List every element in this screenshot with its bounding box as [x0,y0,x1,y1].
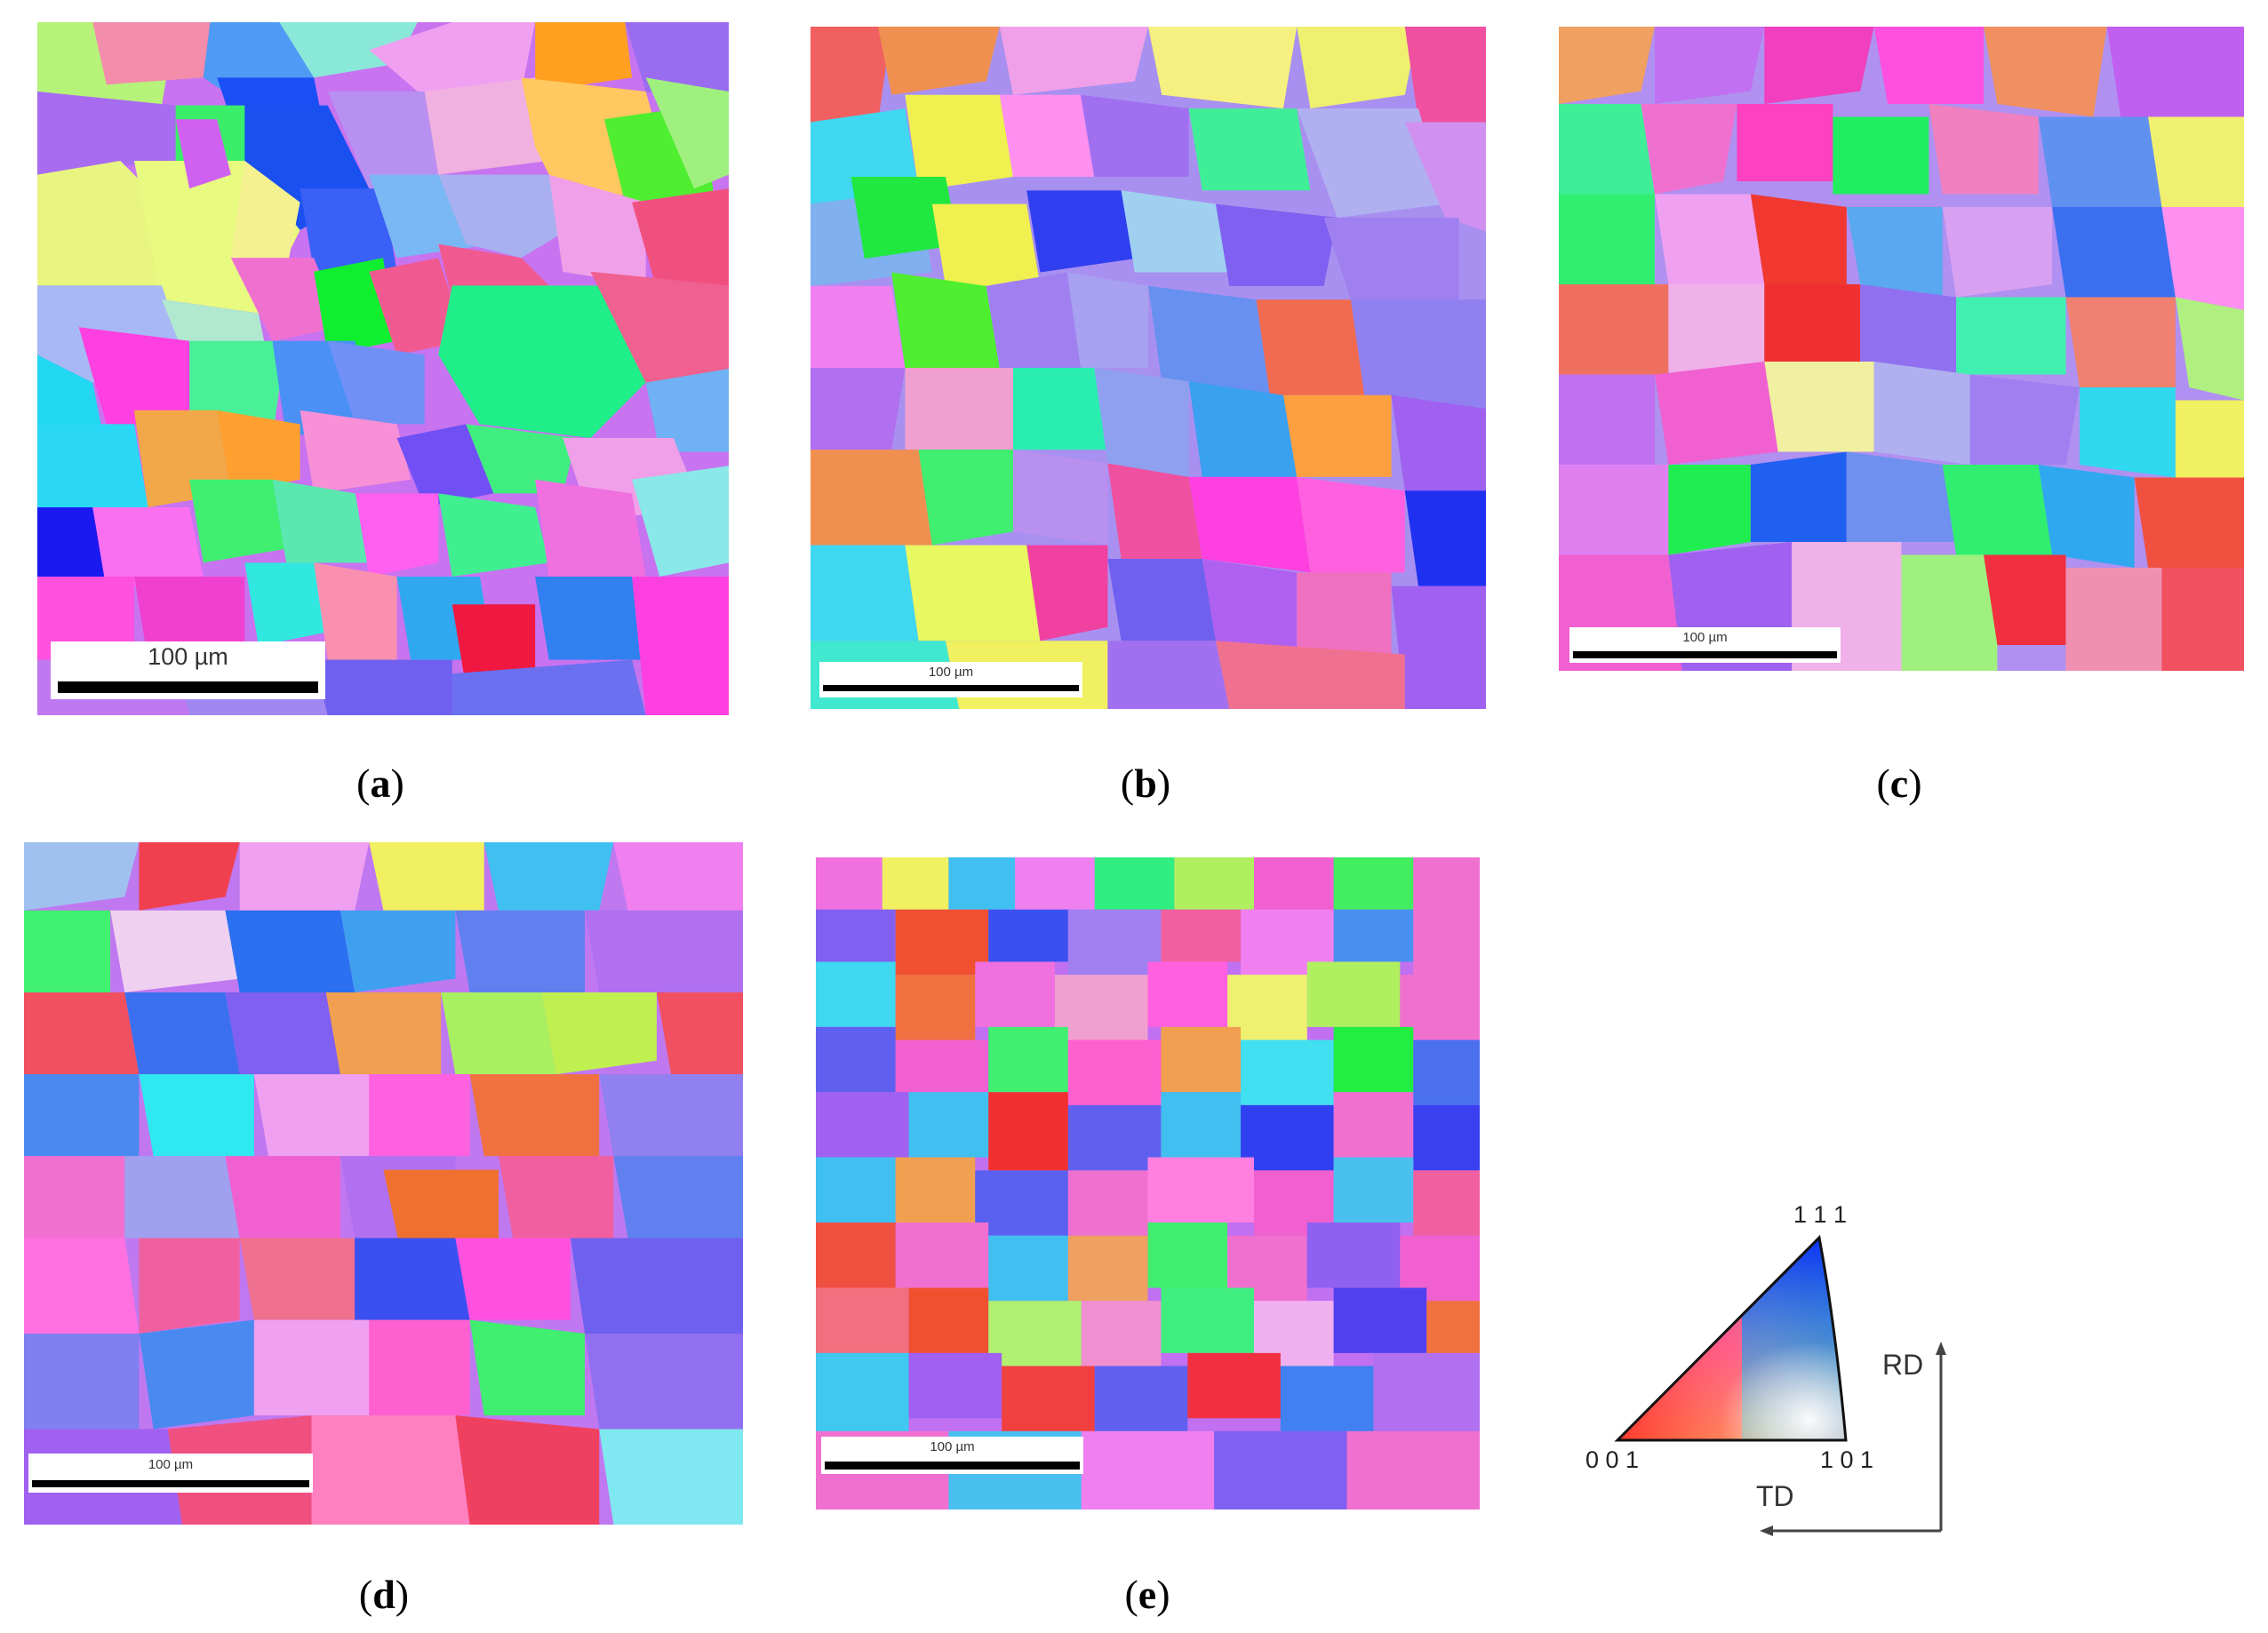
scale-bar-line [1573,651,1837,658]
scale-bar-label: 100 µm [930,1439,975,1454]
grain-mosaic [24,842,743,1525]
ipf-label-001: 0 0 1 [1585,1446,1640,1473]
scale-bar: 100 µm [28,1454,313,1493]
caption-letter: d [372,1572,395,1617]
axis-label-rd: RD [1882,1349,1924,1381]
scale-bar: 100 µm [821,1437,1083,1474]
ipf-label-111: 1 1 1 [1793,1201,1848,1228]
ebsd-map-b: 100 µm [811,27,1486,709]
scale-bar-label: 100 µm [148,1457,194,1472]
grain-mosaic [1559,27,2244,671]
caption-e: (e) [1124,1572,1170,1617]
caption-d: (d) [358,1572,410,1617]
ebsd-map-e: 100 µm [816,857,1480,1510]
scale-bar: 100 µm [1569,627,1841,663]
scale-bar-line [58,681,318,693]
ipf-label-101: 1 0 1 [1820,1446,1874,1473]
scale-bar-label: 100 µm [1682,630,1728,645]
caption-c: (c) [1876,761,1922,806]
ebsd-map-a: 100 µm [37,22,729,715]
caption-letter: e [1138,1572,1157,1617]
scale-bar-line [825,1462,1080,1470]
caption-b: (b) [1120,761,1171,806]
scale-bar-line [32,1480,309,1487]
caption-letter: b [1134,761,1157,806]
scale-bar: 100 µm [819,662,1082,697]
ebsd-map-c: 100 µm [1559,27,2244,671]
grain-mosaic [816,857,1480,1510]
caption-letter: a [370,761,391,806]
grain-mosaic [37,22,729,715]
caption-letter: c [1889,761,1909,806]
ipf-triangle-icon [1614,1234,1946,1536]
grain-mosaic [811,27,1486,709]
ebsd-map-d: 100 µm [24,842,743,1525]
scale-bar-line [823,685,1079,691]
axis-label-td: TD [1756,1480,1794,1512]
caption-a: (a) [356,761,404,806]
ipf-legend: 1 1 1 0 0 1 1 0 1 RD TD [1564,1199,1973,1555]
scale-bar-label: 100 µm [928,665,974,680]
scale-bar-label: 100 µm [148,643,228,670]
scale-bar: 100 µm [51,641,325,699]
